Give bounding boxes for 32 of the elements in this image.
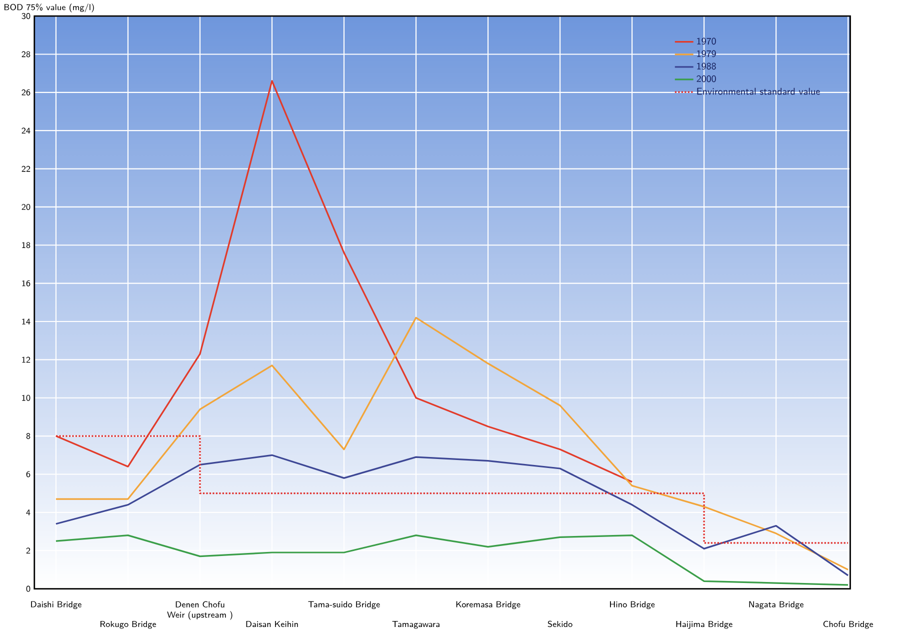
x-tick-label: Daishi Bridge (31, 601, 82, 609)
x-tick-label: Rokugo Bridge (100, 620, 156, 629)
x-tick-label: Koremasa Bridge (456, 601, 520, 609)
x-tick-label: Daisan Keihin (246, 620, 298, 627)
y-axis-title: BOD 75% value (mg/l) (4, 3, 94, 12)
y-tick-label: 10 (22, 394, 30, 401)
y-tick-label: 30 (22, 12, 30, 19)
x-tick-label: Nagata Bridge (749, 601, 804, 609)
x-tick-label: Haijima Bridge (676, 620, 732, 629)
line-series (55, 454, 849, 576)
y-tick-label: 6 (26, 471, 30, 478)
y-tick-label: 28 (22, 51, 30, 58)
y-tick-label: 26 (22, 89, 30, 96)
x-tick-label: Denen Chofu Weir (upstream ) (167, 601, 232, 620)
x-tick-label: Hino Bridge (610, 601, 655, 609)
x-tick-label: Tama-suido Bridge (308, 601, 380, 609)
y-tick-label: 14 (22, 318, 30, 324)
y-tick-label: 18 (22, 242, 30, 248)
x-tick-label: Tamagawara (392, 620, 440, 629)
y-tick-label: 0 (26, 586, 30, 592)
y-tick-label: 16 (22, 280, 30, 286)
y-tick-label: 22 (22, 166, 30, 172)
line-series (55, 534, 849, 586)
y-tick-label: 4 (26, 509, 30, 516)
y-tick-label: 8 (26, 432, 30, 439)
y-tick-label: 12 (22, 356, 30, 362)
x-tick-label: Sekido (548, 620, 572, 627)
x-tick-label: Chofu Bridge (823, 620, 874, 629)
y-tick-label: 24 (22, 128, 30, 134)
y-tick-label: 2 (26, 548, 30, 554)
y-tick-label: 20 (22, 204, 30, 210)
line-series (55, 316, 849, 570)
